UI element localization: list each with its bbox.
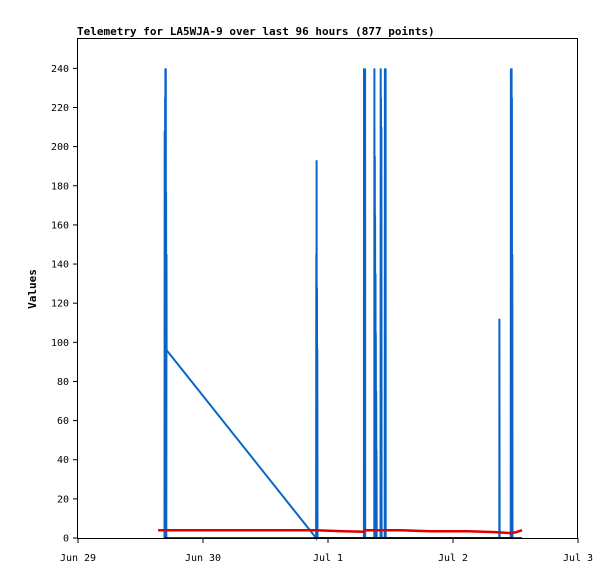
y-tick-label: 0: [63, 534, 69, 545]
chart-title: Telemetry for LA5WJA-9 over last 96 hour…: [77, 25, 435, 38]
y-tick-label: 120: [51, 299, 69, 310]
x-axis: Jun 29 Jun 30 Jul 1 Jul 2 Jul 3: [60, 538, 593, 564]
y-tick-label: 80: [57, 377, 69, 388]
y-tick-label: 220: [51, 103, 69, 114]
y-tick-label: 240: [51, 64, 69, 75]
plot-frame: [77, 38, 578, 539]
y-axis-label: Values: [26, 269, 39, 309]
y-tick-label: 40: [57, 455, 69, 466]
y-tick-label: 100: [51, 338, 69, 349]
y-tick-label: 200: [51, 142, 69, 153]
x-tick-label: Jul 3: [563, 553, 593, 564]
y-tick-label: 140: [51, 260, 69, 271]
x-tick-label: Jun 29: [60, 553, 96, 564]
series-line-2: [158, 528, 523, 535]
y-axis: 0 20 40 60 80 100 120 140 160 180 200 220 240: [51, 64, 78, 545]
y-tick-label: 20: [57, 494, 69, 505]
y-tick-label: 60: [57, 416, 69, 427]
x-tick-label: Jul 2: [438, 553, 468, 564]
y-tick-label: 160: [51, 220, 69, 231]
series-line-1: [163, 68, 514, 541]
x-tick-label: Jun 30: [185, 553, 221, 564]
x-tick-label: Jul 1: [313, 553, 343, 564]
y-tick-label: 180: [51, 181, 69, 192]
series-layer: [158, 68, 523, 541]
